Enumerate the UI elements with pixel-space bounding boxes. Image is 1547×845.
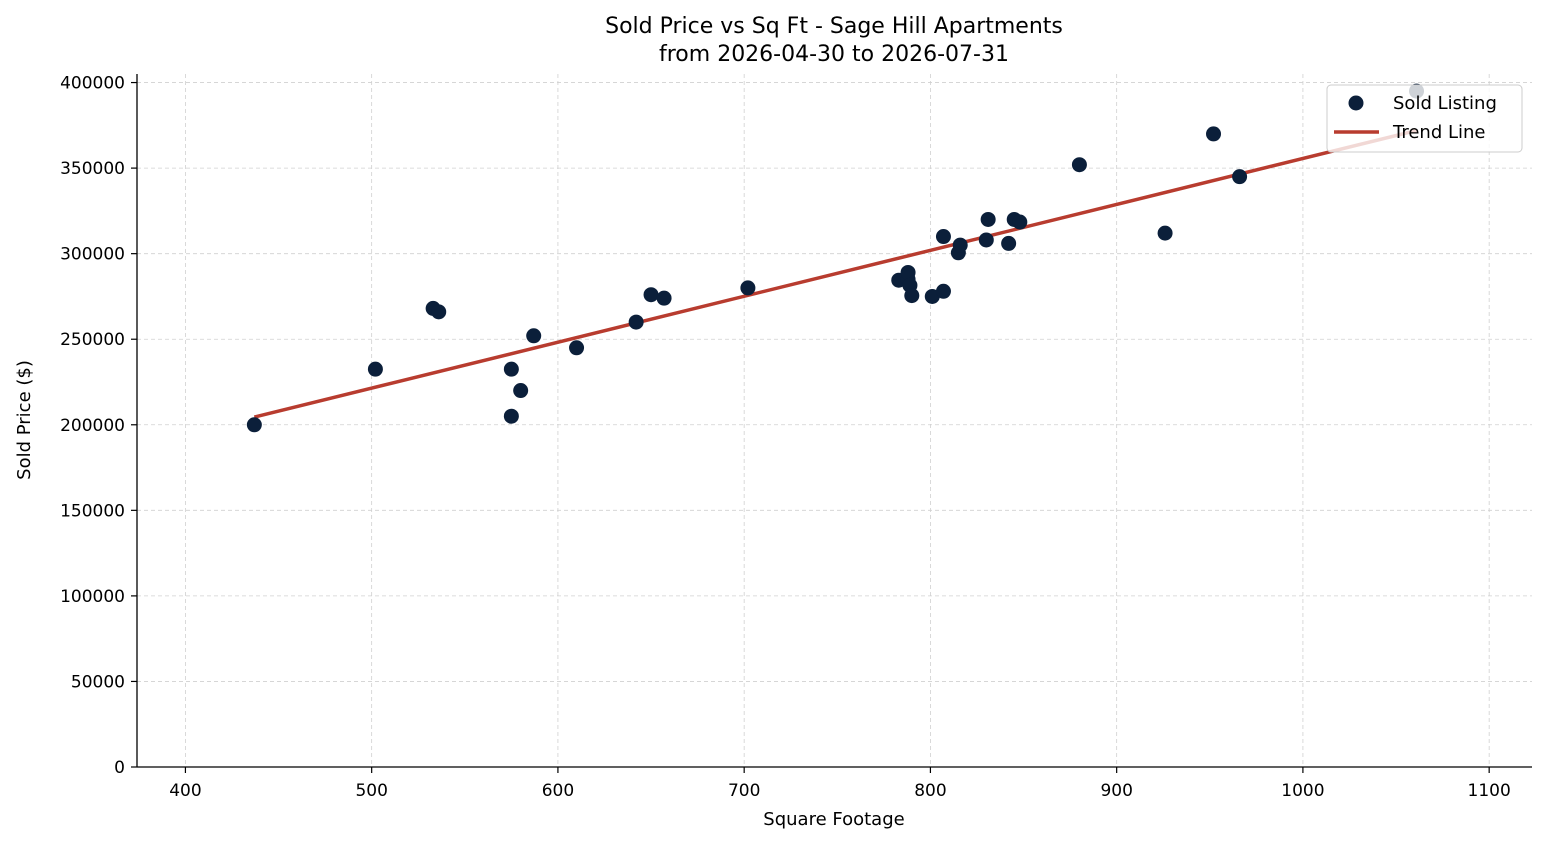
grid-lines — [137, 74, 1532, 768]
legend-box — [1326, 84, 1523, 153]
y-tick-label: 250000 — [60, 330, 125, 350]
scatter-point — [1157, 225, 1173, 241]
x-tick-label: 900 — [1100, 781, 1132, 801]
scatter-point — [513, 383, 529, 399]
scatter-point — [952, 237, 968, 253]
chart-title-line2: from 2026-04-30 to 2026-07-31 — [659, 42, 1009, 67]
x-tick-label: 800 — [914, 781, 946, 801]
scatter-point — [904, 288, 920, 304]
scatter-point — [935, 229, 951, 245]
scatter-point — [656, 290, 672, 306]
scatter-point — [367, 361, 383, 377]
scatter-point — [980, 211, 996, 227]
x-tick-label: 500 — [355, 781, 387, 801]
y-tick-label: 150000 — [60, 501, 125, 521]
scatter-point — [935, 283, 951, 299]
x-axis-label: Square Footage — [763, 809, 904, 830]
scatter-point — [924, 288, 940, 304]
legend-label-trend-line: Trend Line — [1392, 122, 1486, 143]
trend-line — [253, 128, 1417, 419]
scatter-point — [978, 232, 994, 248]
y-axis-ticks: 0 50000 100000 150000 200000 250000 300000 3500… — [60, 74, 137, 778]
scatter-point — [740, 280, 756, 296]
x-tick-label: 400 — [169, 781, 201, 801]
scatter-point — [1012, 214, 1028, 230]
legend-label-sold-listing: Sold Listing — [1393, 93, 1497, 114]
scatter-point — [503, 361, 519, 377]
y-tick-label: 300000 — [60, 245, 125, 265]
scatter-point — [1071, 157, 1087, 173]
x-tick-label: 1000 — [1281, 781, 1324, 801]
scatter-point — [900, 264, 916, 280]
scatter-point — [246, 417, 262, 433]
legend-marker-sold-listing — [1348, 95, 1364, 111]
scatter-point — [503, 408, 519, 424]
scatter-point — [1001, 235, 1017, 251]
x-tick-label: 600 — [542, 781, 574, 801]
x-tick-label: 1100 — [1468, 781, 1511, 801]
x-axis-ticks: 400 500 600 700 800 900 1000 1100 — [169, 767, 1511, 801]
y-tick-label: 50000 — [71, 672, 125, 692]
y-tick-label: 400000 — [60, 74, 125, 94]
y-axis-label: Sold Price ($) — [14, 360, 35, 480]
y-tick-label: 0 — [114, 758, 125, 778]
scatter-point — [628, 314, 644, 330]
scatter-points-layer — [246, 83, 1425, 433]
scatter-point — [526, 328, 542, 344]
scatter-point — [1232, 169, 1248, 185]
scatter-point — [1206, 126, 1222, 142]
scatter-point — [643, 287, 659, 303]
y-tick-label: 350000 — [60, 159, 125, 179]
scatter-point — [569, 340, 585, 356]
y-tick-label: 200000 — [60, 416, 125, 436]
legend: Sold Listing Trend Line — [1326, 84, 1523, 153]
x-tick-label: 700 — [728, 781, 760, 801]
scatter-point — [431, 304, 447, 320]
chart-title-line1: Sold Price vs Sq Ft - Sage Hill Apartmen… — [605, 14, 1063, 39]
trend-line-layer — [253, 128, 1417, 419]
axes-spines — [136, 74, 1532, 768]
y-tick-label: 100000 — [60, 587, 125, 607]
